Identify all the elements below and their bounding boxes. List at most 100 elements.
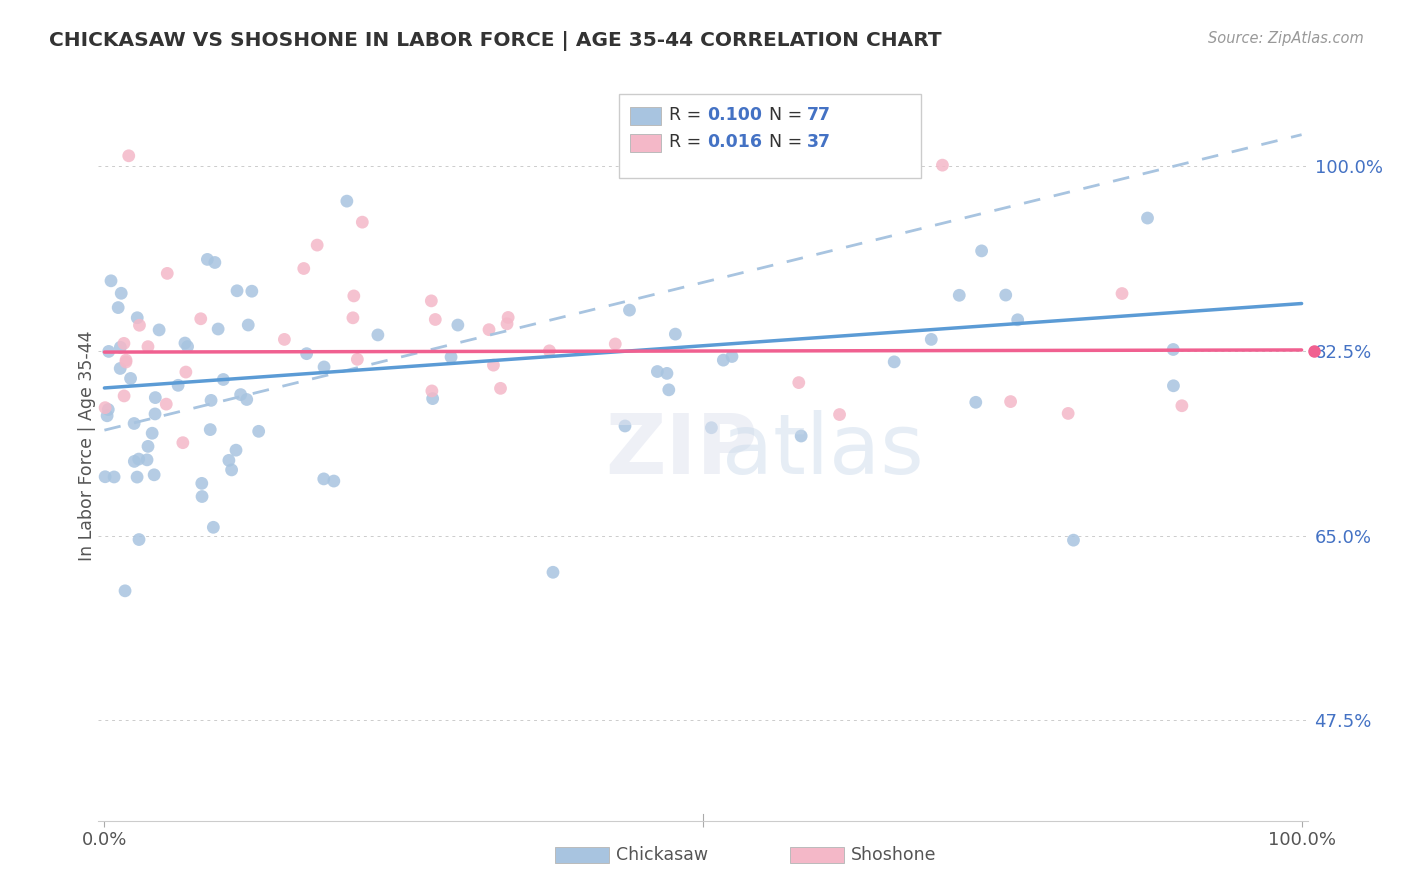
Point [664, 327, 686, 342]
Point [970, 244, 993, 258]
Text: Chickasaw: Chickasaw [616, 846, 709, 863]
Text: 0.100: 0.100 [707, 106, 762, 124]
Point [115, 353, 138, 368]
Point [100, 274, 122, 288]
Point [207, 322, 229, 336]
Point [172, 435, 194, 450]
Point [221, 463, 243, 477]
Text: R =: R = [669, 106, 707, 124]
Point [97, 344, 120, 359]
Point [948, 288, 970, 302]
Point [538, 343, 561, 358]
Point [143, 407, 166, 421]
Point [420, 384, 443, 398]
Point [721, 350, 744, 364]
Point [496, 317, 519, 331]
Text: atlas: atlas [721, 410, 924, 491]
Point [292, 261, 315, 276]
Point [247, 425, 270, 439]
Point [447, 318, 470, 332]
Point [920, 332, 942, 346]
Point [1136, 211, 1159, 225]
Point [191, 476, 214, 491]
Point [200, 393, 222, 408]
Point [143, 467, 166, 482]
Point [312, 472, 335, 486]
Point [312, 359, 335, 374]
Text: ZIP: ZIP [606, 410, 758, 491]
Point [226, 284, 249, 298]
Text: Source: ZipAtlas.com: Source: ZipAtlas.com [1208, 31, 1364, 46]
Point [655, 367, 678, 381]
Point [478, 323, 501, 337]
Text: CHICKASAW VS SHOSHONE IN LABOR FORCE | AGE 35-44 CORRELATION CHART: CHICKASAW VS SHOSHONE IN LABOR FORCE | A… [49, 31, 942, 51]
Point [307, 238, 329, 252]
Point [367, 327, 389, 342]
Point [541, 566, 564, 580]
Text: R =: R = [669, 133, 707, 151]
Point [200, 423, 222, 437]
Point [352, 215, 374, 229]
Point [156, 266, 179, 280]
Point [1007, 312, 1029, 326]
Point [136, 340, 159, 354]
Point [122, 417, 145, 431]
Point [965, 395, 987, 409]
Point [787, 376, 810, 390]
Point [94, 469, 117, 483]
Point [190, 311, 212, 326]
Point [322, 474, 344, 488]
Point [124, 454, 146, 468]
Point [482, 358, 505, 372]
Point [118, 149, 141, 163]
Point [112, 389, 135, 403]
Point [883, 355, 905, 369]
Point [167, 378, 190, 392]
Point [440, 350, 463, 364]
Point [112, 336, 135, 351]
Point [107, 301, 129, 315]
Point [128, 533, 150, 547]
Point [1161, 343, 1184, 357]
Point [614, 419, 637, 434]
Point [115, 355, 138, 369]
Text: Shoshone: Shoshone [851, 846, 936, 863]
Point [994, 288, 1017, 302]
Point [605, 337, 627, 351]
Point [103, 470, 125, 484]
Point [110, 340, 132, 354]
Point [97, 402, 120, 417]
Text: 0.016: 0.016 [707, 133, 762, 151]
Point [94, 401, 117, 415]
Point [235, 392, 257, 407]
Point [204, 255, 226, 269]
Point [141, 426, 163, 441]
Point [658, 383, 681, 397]
Point [647, 365, 669, 379]
Point [931, 158, 953, 172]
Point [148, 323, 170, 337]
Point [136, 453, 159, 467]
Point [336, 194, 359, 208]
Point [114, 583, 136, 598]
Text: 37: 37 [807, 133, 831, 151]
Point [422, 392, 444, 406]
Point [155, 397, 177, 411]
Point [229, 387, 252, 401]
Point [128, 452, 150, 467]
Point [143, 391, 166, 405]
Point [212, 372, 235, 386]
Point [136, 439, 159, 453]
Point [176, 340, 198, 354]
Point [120, 371, 142, 385]
Text: N =: N = [769, 106, 808, 124]
Text: 77: 77 [807, 106, 831, 124]
Point [127, 310, 149, 325]
Point [202, 520, 225, 534]
Y-axis label: In Labor Force | Age 35-44: In Labor Force | Age 35-44 [79, 331, 96, 561]
Point [174, 365, 197, 379]
Point [96, 409, 118, 423]
Point [342, 310, 364, 325]
Point [711, 353, 734, 368]
Point [1111, 286, 1133, 301]
